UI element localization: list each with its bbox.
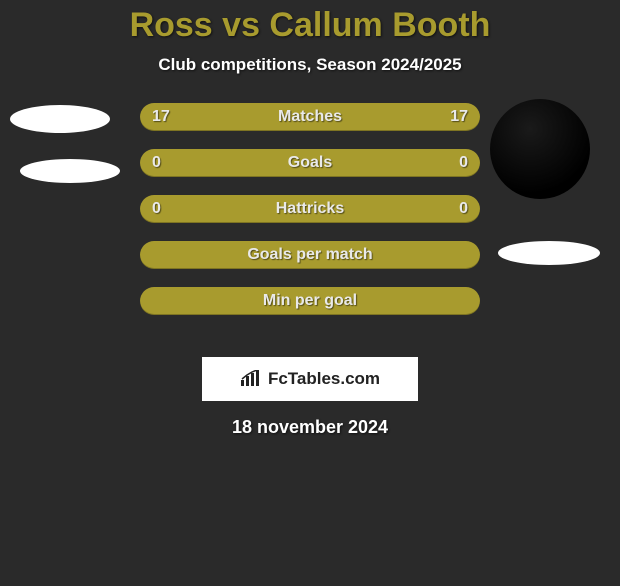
logo-box: FcTables.com — [202, 357, 418, 401]
date-label: 18 november 2024 — [0, 417, 620, 438]
stat-bar: Min per goal — [140, 287, 480, 315]
stat-label: Matches — [278, 108, 342, 126]
player-left-ellipse-1 — [10, 105, 110, 133]
comparison-stage: 17 Matches 17 0 Goals 0 0 Hattricks 0 Goals per m… — [0, 103, 620, 343]
player-right-avatar — [490, 99, 590, 199]
stat-bar: 0 Hattricks 0 — [140, 195, 480, 223]
stat-label: Goals per match — [247, 246, 372, 264]
logo-text: FcTables.com — [268, 369, 380, 389]
player-left-ellipse-2 — [20, 159, 120, 183]
stat-label: Hattricks — [276, 200, 344, 218]
player-right-ellipse — [498, 241, 600, 265]
stat-value-right: 17 — [450, 108, 468, 126]
stat-value-left: 17 — [152, 108, 170, 126]
stat-bar: Goals per match — [140, 241, 480, 269]
stat-value-right: 0 — [459, 200, 468, 218]
stat-value-right: 0 — [459, 154, 468, 172]
stat-label: Min per goal — [263, 292, 357, 310]
bars-icon — [240, 370, 262, 388]
stat-value-left: 0 — [152, 154, 161, 172]
stat-bar: 17 Matches 17 — [140, 103, 480, 131]
stat-bars: 17 Matches 17 0 Goals 0 0 Hattricks 0 Goals per m… — [140, 103, 480, 333]
stat-value-left: 0 — [152, 200, 161, 218]
stat-label: Goals — [288, 154, 332, 172]
page-title: Ross vs Callum Booth — [0, 6, 620, 45]
stat-bar: 0 Goals 0 — [140, 149, 480, 177]
page-subtitle: Club competitions, Season 2024/2025 — [0, 55, 620, 75]
